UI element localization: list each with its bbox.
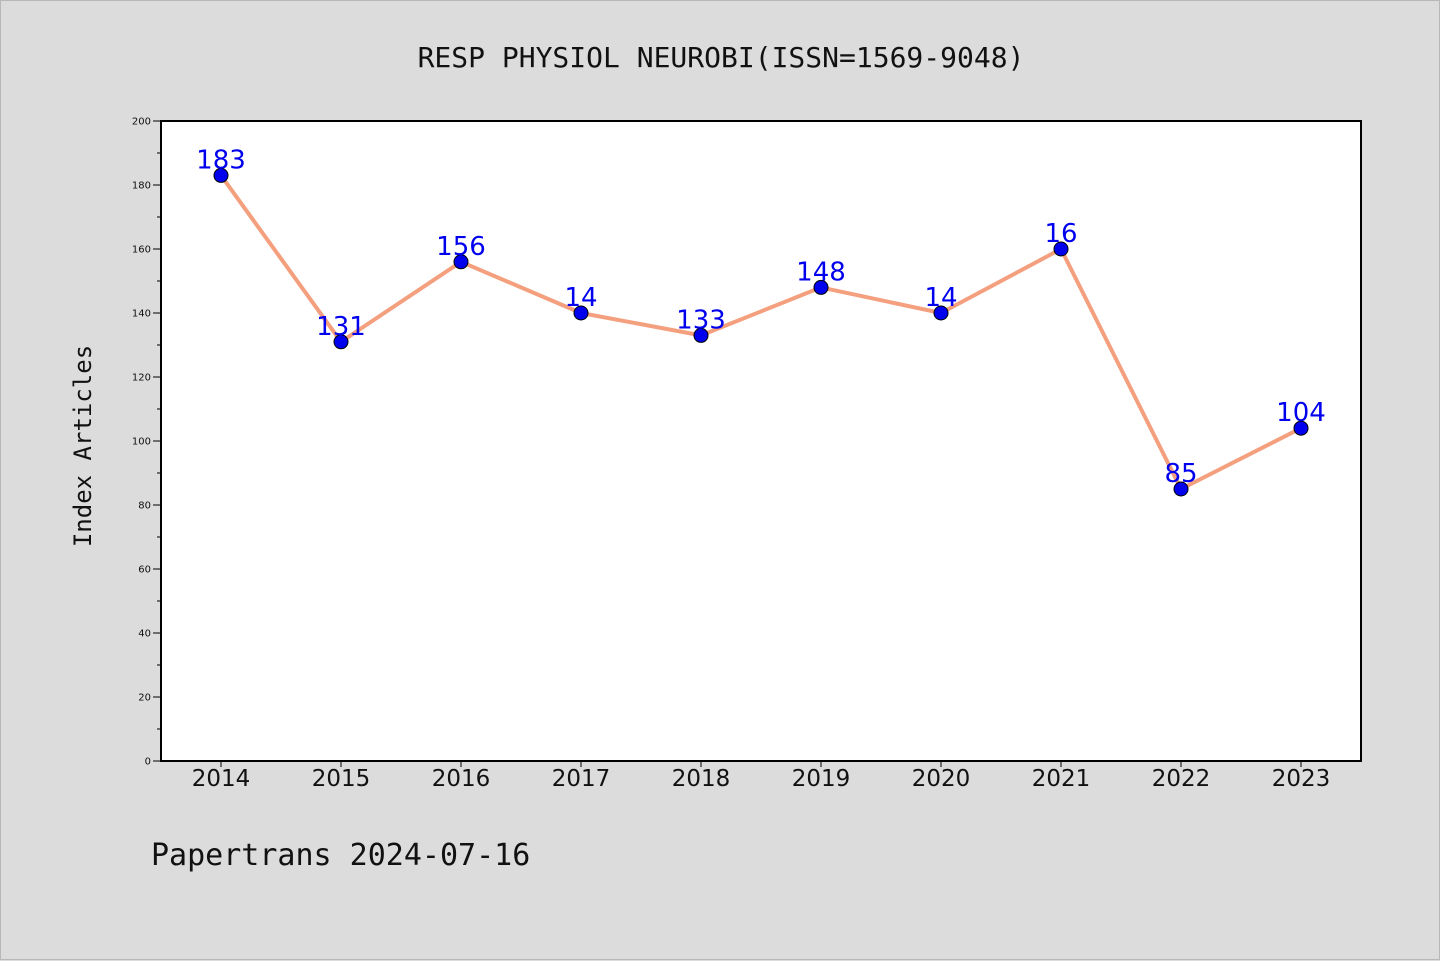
y-tick-label: 180	[132, 181, 151, 192]
y-axis-label: Index Articles	[69, 345, 97, 547]
x-tick-label: 2015	[312, 766, 371, 792]
x-tick-label: 2016	[432, 766, 491, 792]
x-tick-label: 2023	[1272, 766, 1331, 792]
data-point	[573, 305, 589, 321]
data-label: 14	[564, 283, 597, 313]
footer-credit: Papertrans 2024-07-16	[151, 838, 530, 873]
x-tick-label: 2021	[1032, 766, 1091, 792]
y-tick-label: 120	[132, 373, 151, 384]
y-tick-label: 200	[132, 117, 151, 128]
data-point	[213, 167, 229, 183]
x-tick-label: 2022	[1152, 766, 1211, 792]
series-line	[219, 174, 1302, 491]
x-tick-label: 2017	[552, 766, 611, 792]
data-point	[1053, 241, 1069, 257]
data-point	[933, 305, 949, 321]
data-label: 14	[924, 283, 957, 313]
y-tick-label: 80	[138, 501, 151, 512]
data-label: 16	[1044, 219, 1077, 249]
y-tick-label: 20	[138, 693, 151, 704]
data-point	[453, 254, 469, 270]
plot-area	[160, 120, 1362, 762]
y-tick-label: 0	[145, 757, 151, 768]
y-tick-label: 160	[132, 245, 151, 256]
data-label: 131	[316, 312, 366, 342]
x-axis: 2014 2015 2016 2017 2018 2019 2020 2021 2022 2023	[192, 761, 1331, 792]
y-tick-label: 100	[132, 437, 151, 448]
data-point	[813, 279, 829, 295]
data-label: 85	[1164, 459, 1197, 489]
data-point	[693, 327, 709, 343]
y-tick-label: 60	[138, 565, 151, 576]
y-axis: 0 20 40 60 80 100 120 140 160 180 200	[132, 117, 161, 768]
data-label: 156	[436, 232, 486, 262]
data-label: 133	[676, 305, 726, 335]
x-tick-label: 2018	[672, 766, 731, 792]
data-label: 148	[796, 257, 846, 287]
data-label: 104	[1276, 398, 1326, 428]
series-1: 183 131 156 14 133 148 14 16 85 104	[196, 145, 1326, 497]
x-tick-label: 2020	[912, 766, 971, 792]
y-tick-label: 140	[132, 309, 151, 320]
x-tick-label: 2014	[192, 766, 251, 792]
data-point	[1173, 481, 1189, 497]
y-tick-label: 40	[138, 629, 151, 640]
chart-title: RESP PHYSIOL NEUROBI(ISSN=1569-9048)	[418, 41, 1025, 74]
x-tick-label: 2019	[792, 766, 851, 792]
data-point	[1293, 420, 1309, 436]
data-label: 183	[196, 145, 246, 175]
data-point	[333, 334, 349, 350]
